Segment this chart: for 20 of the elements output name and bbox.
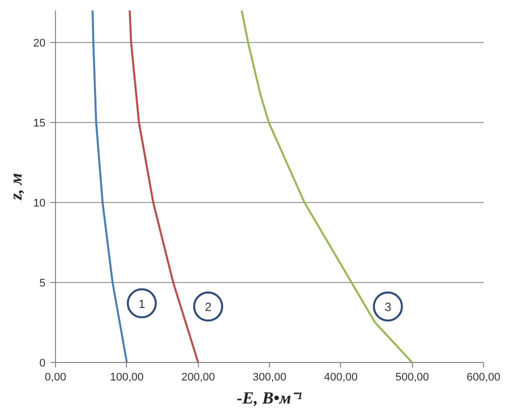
y-axis-title: z, м bbox=[6, 172, 26, 201]
line-series bbox=[240, 10, 414, 362]
line-series bbox=[128, 10, 200, 362]
x-tick-label: 200,00 bbox=[181, 372, 215, 384]
x-tick-label: 300,00 bbox=[252, 372, 286, 384]
y-tick-label: 20 bbox=[33, 38, 46, 50]
annotation: 3 bbox=[384, 300, 392, 314]
y-tick-label: 15 bbox=[33, 118, 46, 130]
annotation: 1 bbox=[138, 296, 146, 311]
y-tick-label: 10 bbox=[33, 198, 46, 210]
x-tick-label: 600,00 bbox=[466, 372, 500, 384]
x-tick-label: 0,00 bbox=[44, 372, 66, 384]
x-tick-label: 400,00 bbox=[324, 372, 358, 384]
x-axis-title: -E, В•м⁻¹ bbox=[236, 388, 302, 408]
annotation: 2 bbox=[204, 300, 212, 314]
line-series bbox=[92, 10, 128, 362]
y-tick-label: 5 bbox=[39, 278, 46, 290]
y-tick-label: 0 bbox=[39, 358, 46, 370]
x-tick-label: 100,00 bbox=[110, 372, 144, 384]
x-tick-label: 500,00 bbox=[395, 372, 429, 384]
